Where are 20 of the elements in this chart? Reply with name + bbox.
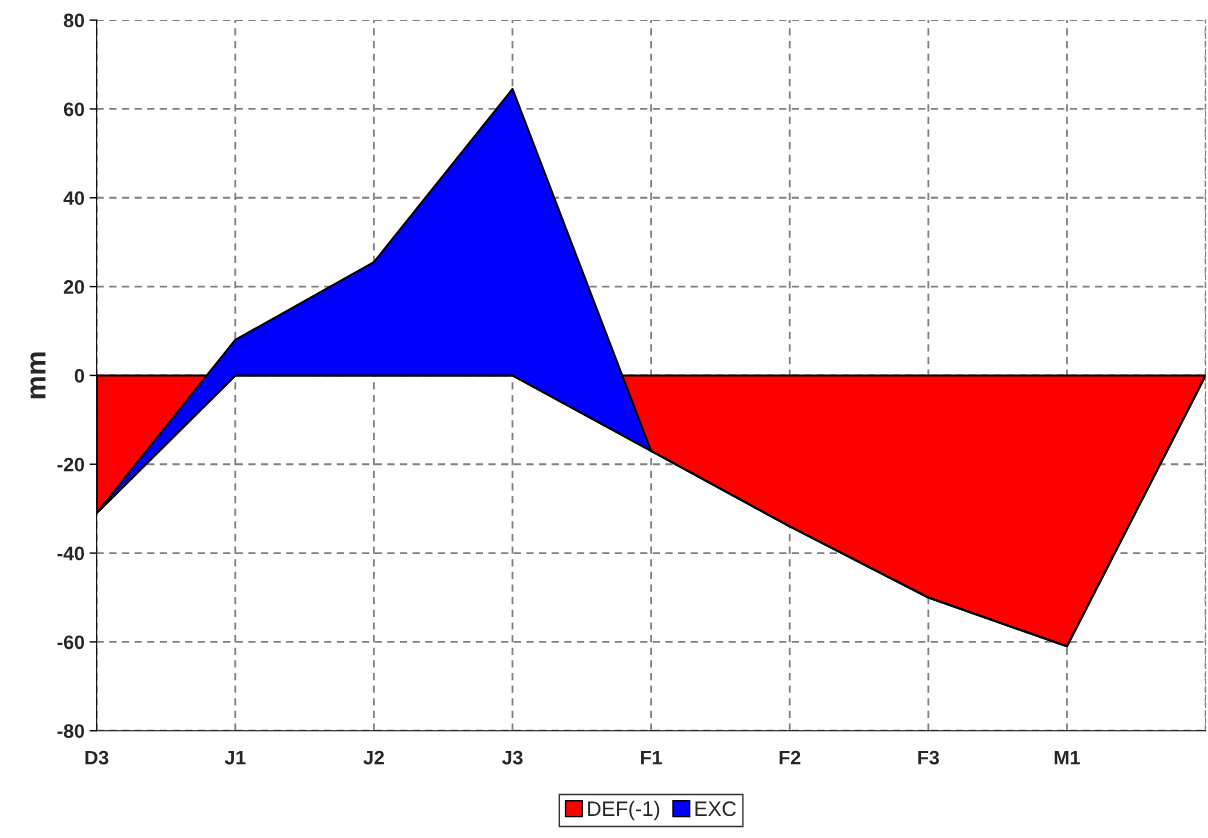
y-tick-label: -40 <box>57 546 85 561</box>
y-tick-label: -60 <box>57 635 85 650</box>
legend-label: EXC <box>695 801 736 817</box>
x-tick-label: F1 <box>641 750 662 765</box>
x-tick-label: F2 <box>779 750 801 765</box>
x-tick-label: J2 <box>363 750 384 765</box>
y-tick-label: -80 <box>57 724 85 738</box>
legend-label: DEF(-1) <box>588 800 660 821</box>
x-tick-label: M1 <box>1054 750 1080 765</box>
y-tick-label: 60 <box>63 102 85 117</box>
x-tick-label: J3 <box>501 750 523 765</box>
y-tick-label: 0 <box>74 368 85 383</box>
y-axis-title: mm <box>30 352 46 399</box>
y-tick-label: 20 <box>63 280 85 294</box>
y-tick-label: 80 <box>63 13 85 28</box>
x-tick-label: F3 <box>918 750 939 765</box>
x-tick-label: J1 <box>224 750 246 765</box>
y-tick-label: 40 <box>63 191 85 206</box>
y-tick-label: -20 <box>57 457 85 472</box>
x-tick-label: D3 <box>85 750 109 765</box>
